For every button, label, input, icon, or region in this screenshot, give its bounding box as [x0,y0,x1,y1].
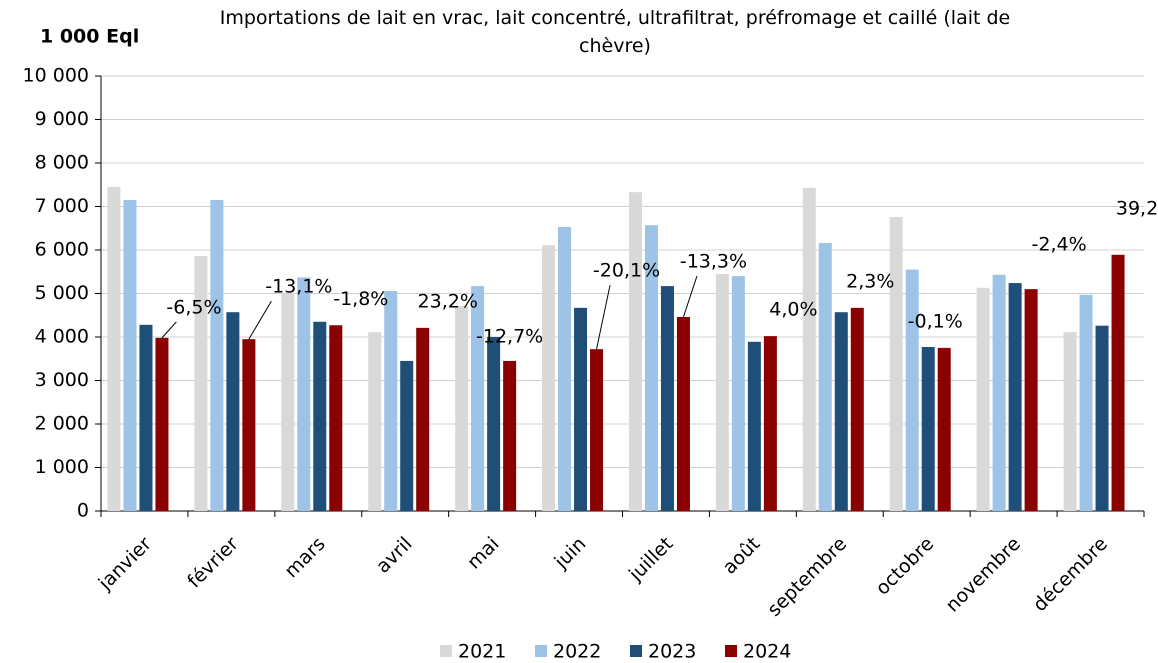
y-tick-label: 6 000 [35,239,89,261]
annotation: -0,1% [908,310,963,332]
bar [487,337,501,511]
y-tick-label: 4 000 [35,326,89,348]
y-tick-label: 9 000 [35,108,89,130]
x-tick-label: février [183,533,243,593]
legend-label: 2023 [648,641,696,660]
annotation: -2,4% [1032,234,1087,256]
bar [194,256,208,511]
y-tick-label: 7 000 [35,195,89,217]
bar [715,273,729,511]
legend-label: 2021 [458,641,506,660]
x-tick-label: juillet [624,533,677,586]
x-tick-label: janvier [94,533,156,595]
bar [731,276,745,511]
bar [628,192,642,511]
bar [107,186,121,512]
bar [905,269,919,511]
bar [400,360,414,511]
annotation: -20,1% [593,260,660,282]
bar [226,312,240,511]
y-axis-label: 1 000 Eql [40,26,139,48]
leader-line [596,285,611,350]
legend-swatch [440,645,452,657]
bar [976,287,990,511]
bar [676,316,690,511]
x-tick-label: août [719,533,765,579]
bar [937,347,951,511]
bar [139,324,153,511]
y-tick-label: 2 000 [35,413,89,435]
bar [368,332,382,511]
y-tick-label: 0 [77,500,89,522]
annotation: -13,3% [680,250,747,272]
annotation: 2,3% [846,270,894,292]
annotation: 39,2% [1116,197,1158,219]
bar [455,306,469,511]
bar [1095,325,1109,511]
bar [818,243,832,512]
y-tick-label: 3 000 [35,369,89,391]
bar [542,245,556,511]
bar [644,225,658,511]
bar [590,349,604,511]
bar [889,216,903,511]
bar [1079,294,1093,511]
bar [503,360,517,511]
x-tick-label: octobre [871,533,938,600]
bar [574,307,588,511]
leader-line [682,275,698,318]
bar [384,290,398,511]
bar [242,339,256,511]
x-tick-label: avril [372,533,417,578]
bar [747,341,761,511]
y-tick-label: 10 000 [23,65,89,87]
bar [1008,283,1022,511]
annotation: -12,7% [476,325,543,347]
bar [763,336,777,511]
bar [471,286,485,511]
bar [802,187,816,512]
bar [329,325,343,511]
bar [313,321,327,511]
x-tick-label: septembre [763,533,851,621]
legend-label: 2022 [553,641,601,660]
bar [1063,332,1077,511]
bar [834,312,848,511]
bar [155,337,169,511]
x-tick-label: décembre [1029,533,1112,616]
bar [123,199,137,511]
bar [281,293,295,511]
annotation: -1,8% [333,288,388,310]
annotation: 23,2% [418,290,478,312]
y-tick-label: 5 000 [35,282,89,304]
x-tick-label: novembre [941,533,1025,617]
bar [850,307,864,511]
legend-label: 2024 [743,641,791,660]
x-tick-label: mai [463,533,504,574]
leader-line [161,321,177,339]
legend-swatch [630,645,642,657]
bar [1024,289,1038,511]
bar [210,199,224,511]
legend-swatch [725,645,737,657]
bar [921,347,935,511]
bar [660,286,674,511]
bar [558,226,572,511]
annotation: 4,0% [769,299,817,321]
annotation: -13,1% [265,276,332,298]
x-tick-label: juin [550,533,591,574]
x-tick-label: mars [280,533,329,582]
bar [416,327,430,511]
y-tick-label: 1 000 [35,456,89,478]
bar [992,274,1006,511]
bar [1111,254,1125,511]
y-tick-label: 8 000 [35,152,89,174]
annotation: -6,5% [166,296,221,318]
legend-swatch [535,645,547,657]
bar [297,277,311,511]
leader-line [248,300,272,340]
chart-title: Importations de lait en vrac, lait conce… [219,7,1011,57]
